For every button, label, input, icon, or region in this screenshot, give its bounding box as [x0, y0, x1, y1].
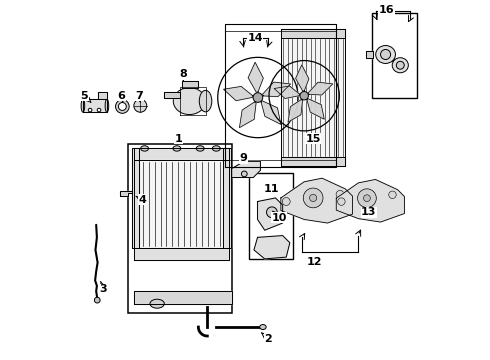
Circle shape [336, 190, 344, 198]
Ellipse shape [260, 324, 266, 329]
Circle shape [97, 108, 101, 112]
Circle shape [282, 198, 290, 206]
Circle shape [389, 191, 396, 199]
Ellipse shape [196, 146, 204, 151]
Polygon shape [248, 62, 263, 92]
Ellipse shape [199, 90, 212, 112]
Bar [248, 173, 294, 259]
Polygon shape [274, 86, 299, 99]
Circle shape [358, 189, 376, 208]
Polygon shape [223, 148, 231, 248]
Ellipse shape [81, 99, 85, 112]
Ellipse shape [173, 87, 205, 114]
Text: 1: 1 [175, 134, 183, 144]
Polygon shape [295, 65, 309, 91]
Polygon shape [281, 178, 353, 223]
Polygon shape [83, 99, 107, 112]
Circle shape [253, 93, 263, 102]
Text: 11: 11 [264, 184, 280, 194]
Ellipse shape [173, 146, 181, 151]
Ellipse shape [119, 103, 126, 111]
Polygon shape [134, 148, 229, 160]
Circle shape [310, 194, 317, 202]
Text: 8: 8 [179, 69, 187, 80]
Polygon shape [98, 92, 107, 99]
Circle shape [267, 207, 277, 218]
Ellipse shape [150, 299, 164, 308]
Circle shape [95, 297, 100, 303]
Circle shape [134, 99, 147, 112]
Polygon shape [336, 180, 404, 222]
Polygon shape [120, 191, 132, 196]
Polygon shape [307, 99, 324, 119]
Text: 3: 3 [99, 281, 107, 294]
Polygon shape [281, 30, 345, 39]
Circle shape [364, 195, 370, 202]
Circle shape [303, 188, 323, 208]
Text: 2: 2 [262, 333, 272, 343]
Text: 16: 16 [379, 5, 394, 15]
Polygon shape [281, 157, 345, 166]
Circle shape [300, 91, 308, 100]
Polygon shape [261, 101, 281, 125]
Polygon shape [281, 30, 345, 166]
Polygon shape [258, 198, 283, 230]
Ellipse shape [381, 49, 391, 59]
Polygon shape [263, 82, 291, 97]
Text: 13: 13 [361, 207, 376, 217]
Text: 12: 12 [307, 257, 323, 267]
Text: 10: 10 [271, 211, 287, 222]
Bar [128, 144, 232, 313]
Polygon shape [240, 102, 256, 128]
Text: 6: 6 [117, 91, 125, 102]
Circle shape [338, 198, 345, 205]
Ellipse shape [376, 45, 395, 63]
Polygon shape [254, 235, 290, 259]
Circle shape [88, 108, 92, 112]
Text: 5: 5 [80, 91, 91, 102]
Polygon shape [134, 248, 229, 260]
Polygon shape [134, 160, 229, 248]
Polygon shape [308, 82, 333, 95]
Ellipse shape [392, 58, 408, 73]
Text: 9: 9 [239, 153, 247, 163]
Text: 4: 4 [136, 195, 147, 205]
Bar [372, 13, 417, 98]
Polygon shape [223, 86, 253, 101]
Ellipse shape [396, 61, 404, 69]
Ellipse shape [141, 146, 148, 151]
Polygon shape [232, 161, 260, 177]
Polygon shape [164, 92, 180, 98]
Ellipse shape [105, 99, 109, 112]
Text: 15: 15 [305, 134, 321, 144]
Circle shape [242, 171, 247, 177]
Polygon shape [182, 81, 198, 88]
Polygon shape [366, 51, 373, 58]
Polygon shape [132, 148, 139, 248]
Polygon shape [134, 291, 232, 304]
Text: 14: 14 [247, 33, 263, 43]
Ellipse shape [212, 146, 220, 151]
Text: 7: 7 [135, 91, 143, 102]
Ellipse shape [116, 100, 129, 113]
Polygon shape [288, 100, 303, 122]
